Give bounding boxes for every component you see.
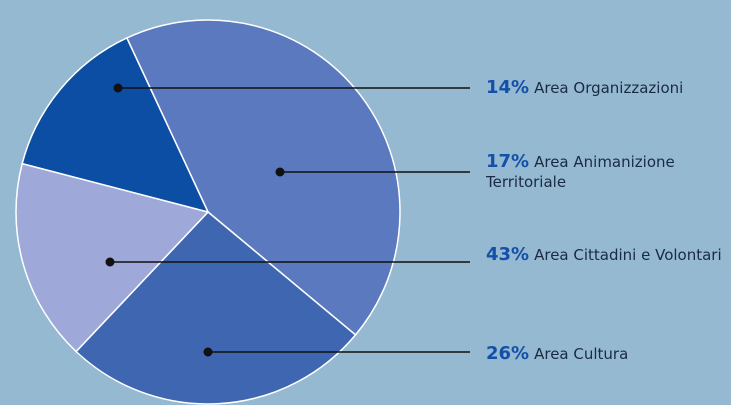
pie-slice bbox=[15, 162, 210, 353]
leader-dot bbox=[203, 347, 213, 357]
leader-dot bbox=[275, 167, 285, 177]
value-label: 26% bbox=[486, 343, 530, 364]
pie-slice bbox=[21, 36, 210, 214]
leader-dot bbox=[113, 83, 123, 93]
pie-slice bbox=[75, 210, 357, 405]
legend-entry: 14% Area Organizzazioni bbox=[486, 78, 726, 98]
legend-entry: 26% Area Cultura bbox=[486, 344, 726, 364]
category-label: Area Animanizione Territoriale bbox=[486, 153, 675, 191]
category-label: Area Cittadini e Volontari bbox=[534, 246, 722, 264]
category-label: Area Cultura bbox=[534, 345, 629, 363]
category-label: Area Organizzazioni bbox=[534, 79, 684, 97]
legend-entry: 43% Area Cittadini e Volontari bbox=[486, 245, 726, 265]
value-label: 43% bbox=[486, 244, 530, 265]
value-label: 17% bbox=[486, 151, 530, 172]
pie-slice bbox=[125, 19, 401, 336]
value-label: 14% bbox=[486, 77, 530, 98]
legend-entry: 17% Area Animanizione Territoriale bbox=[486, 152, 726, 192]
leader-dot bbox=[105, 257, 115, 267]
